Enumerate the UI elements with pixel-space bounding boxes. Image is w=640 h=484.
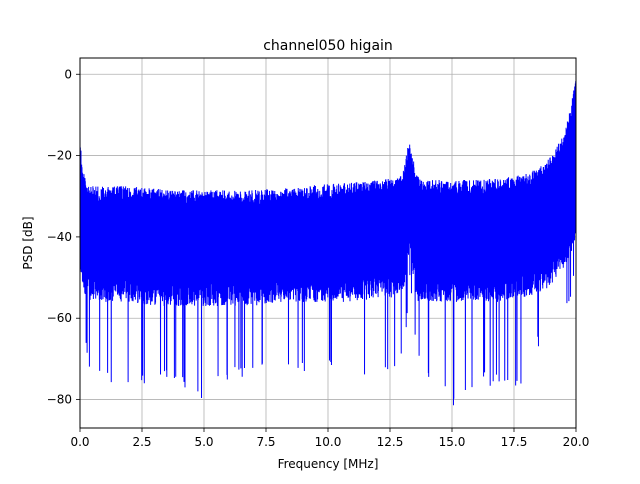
psd-trace xyxy=(79,74,577,406)
x-axis-label: Frequency [MHz] xyxy=(278,457,379,471)
y-tick-label: −80 xyxy=(47,393,72,407)
y-tick-label: 0 xyxy=(64,67,72,81)
x-tick-label: 5.0 xyxy=(194,435,213,449)
x-tick-label: 15.0 xyxy=(439,435,466,449)
x-axis-ticks: 0.0 2.5 5.0 7.5 10.0 12.5 15.0 17.5 20.0 xyxy=(70,428,589,449)
x-tick-label: 10.0 xyxy=(315,435,342,449)
y-axis-ticks: 0 −20 −40 −60 −80 xyxy=(47,67,80,407)
y-tick-label: −20 xyxy=(47,149,72,163)
x-tick-label: 2.5 xyxy=(132,435,151,449)
y-tick-label: −40 xyxy=(47,230,72,244)
y-axis-label: PSD [dB] xyxy=(21,216,35,269)
x-tick-label: 20.0 xyxy=(563,435,590,449)
psd-line xyxy=(79,74,577,406)
y-tick-label: −60 xyxy=(47,311,72,325)
x-tick-label: 0.0 xyxy=(70,435,89,449)
x-tick-label: 7.5 xyxy=(256,435,275,449)
x-tick-label: 17.5 xyxy=(501,435,528,449)
x-tick-label: 12.5 xyxy=(377,435,404,449)
chart-title: channel050 higain xyxy=(263,38,393,54)
